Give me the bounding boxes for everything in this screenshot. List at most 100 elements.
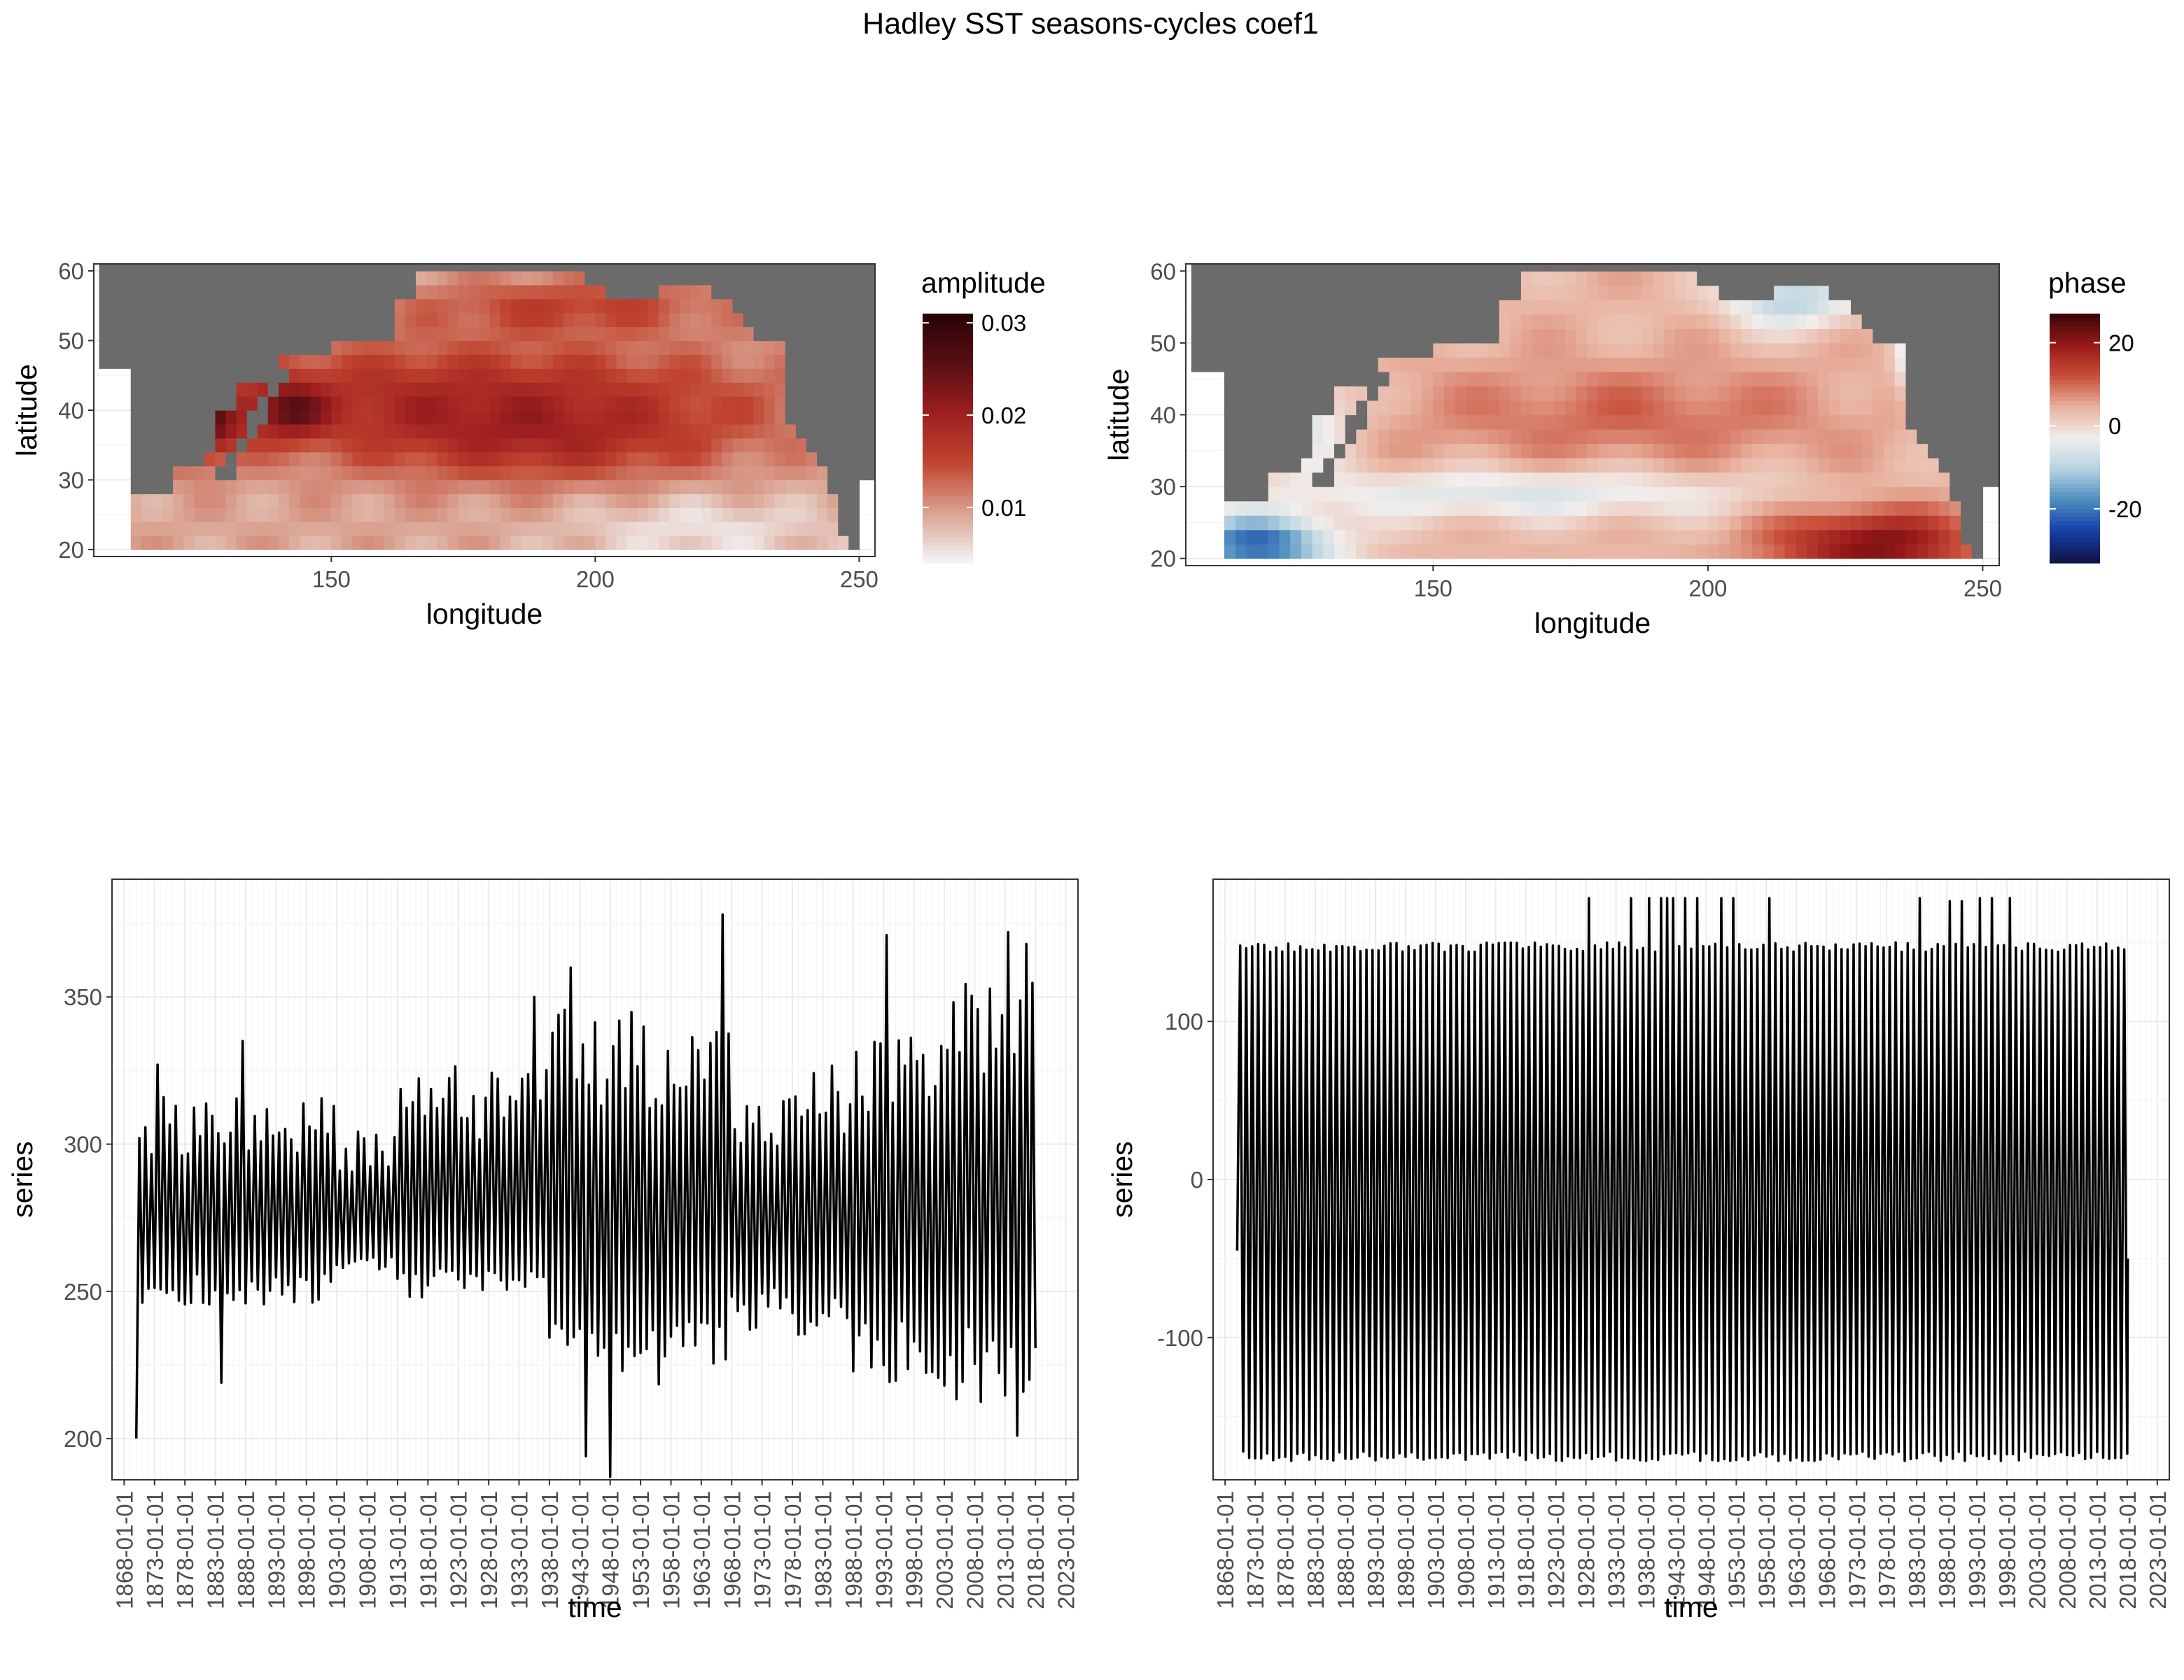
heatmap-cell	[468, 424, 480, 439]
colorbar-segment	[2050, 334, 2100, 340]
heatmap-cell	[162, 396, 174, 411]
heatmap-cell	[215, 438, 227, 453]
heatmap-cell	[1697, 429, 1709, 444]
heatmap-cell	[1543, 357, 1555, 372]
heatmap-cell	[363, 522, 374, 536]
heatmap-cell	[1400, 357, 1412, 372]
heatmap-cell	[838, 264, 849, 272]
heatmap-cell	[531, 522, 543, 536]
heatmap-cell	[1356, 300, 1368, 315]
heatmap-cell	[1312, 386, 1324, 401]
heatmap-cell	[1323, 242, 1334, 257]
heatmap-cell	[1894, 400, 1907, 416]
heatmap-cell	[1949, 400, 1961, 416]
heatmap-cell	[648, 382, 659, 397]
heatmap-cell	[754, 243, 765, 258]
heatmap-cell	[1609, 414, 1620, 430]
heatmap-cell	[806, 396, 818, 411]
colorbar-segment	[2050, 484, 2100, 489]
heatmap-cell	[1620, 271, 1632, 286]
heatmap-cell	[701, 522, 712, 536]
heatmap-cell	[321, 507, 332, 522]
heatmap-cell	[1543, 414, 1555, 430]
heatmap-cell	[384, 410, 396, 425]
heatmap-cell	[426, 243, 438, 258]
heatmap-cell	[300, 451, 311, 467]
heatmap-cell	[447, 312, 458, 328]
heatmap-cell	[1740, 529, 1753, 545]
heatmap-cell	[109, 270, 121, 286]
heatmap-cell	[616, 451, 628, 467]
colorbar-segment	[923, 363, 973, 369]
heatmap-cell	[1795, 515, 1807, 531]
heatmap-cell	[1905, 544, 1917, 559]
heatmap-cell	[151, 326, 163, 342]
heatmap-cell	[753, 354, 765, 369]
heatmap-cell	[1576, 271, 1588, 286]
heatmap-cell	[648, 536, 659, 550]
heatmap-cell	[1268, 544, 1280, 559]
colorbar-segment	[2050, 529, 2100, 535]
heatmap-cell	[1520, 500, 1533, 516]
heatmap-cell	[574, 396, 585, 411]
heatmap-cell	[1927, 371, 1940, 387]
heatmap-cell	[447, 522, 458, 536]
y-tick-label: 60	[58, 258, 84, 284]
heatmap-cell	[1455, 529, 1467, 545]
colorbar-segment	[923, 338, 973, 344]
heatmap-cell	[173, 507, 184, 522]
heatmap-cell	[437, 354, 448, 369]
heatmap-cell	[373, 438, 385, 453]
heatmap-cell	[521, 410, 533, 425]
heatmap-cell	[405, 326, 416, 342]
heatmap-cell	[300, 424, 311, 439]
heatmap-cell	[257, 410, 269, 425]
y-axis-title: series	[1106, 1141, 1138, 1217]
heatmap-cell	[289, 424, 300, 439]
heatmap-cell	[1466, 328, 1478, 344]
heatmap-cell	[225, 264, 237, 272]
heatmap-cell	[1828, 400, 1840, 416]
heatmap-cell	[1994, 300, 1999, 315]
heatmap-cell	[173, 382, 184, 397]
heatmap-cell	[415, 465, 427, 481]
heatmap-cell	[437, 326, 448, 342]
heatmap-cell	[1938, 285, 1950, 300]
heatmap-cell	[426, 368, 438, 383]
heatmap-cell	[764, 298, 776, 314]
heatmap-cell	[521, 465, 533, 481]
heatmap-cell	[1884, 357, 1896, 372]
heatmap-cell	[1872, 242, 1884, 257]
heatmap-cell	[1576, 357, 1588, 372]
heatmap-cell	[1433, 242, 1444, 257]
heatmap-cell	[1587, 544, 1599, 559]
heatmap-cell	[1620, 371, 1632, 387]
heatmap-cell	[616, 264, 628, 272]
heatmap-cell	[246, 493, 258, 508]
heatmap-cell	[510, 396, 522, 411]
heatmap-cell	[173, 264, 184, 272]
heatmap-cell	[1444, 544, 1456, 559]
series-line	[134, 913, 1037, 1478]
heatmap-cell	[468, 479, 480, 495]
heatmap-cell	[648, 368, 659, 383]
heatmap-cell	[1290, 342, 1302, 358]
heatmap-cell	[331, 270, 343, 286]
heatmap-cell	[1982, 314, 1994, 329]
heatmap-cell	[120, 298, 132, 314]
heatmap-cell	[130, 326, 142, 342]
heatmap-cell	[859, 326, 871, 342]
heatmap-cell	[1389, 544, 1401, 559]
heatmap-cell	[1862, 242, 1873, 257]
heatmap-cell	[827, 493, 839, 508]
heatmap-cell	[658, 368, 670, 383]
heatmap-cell	[236, 507, 248, 522]
heatmap-cell	[1499, 285, 1511, 300]
heatmap-cell	[1224, 371, 1236, 387]
heatmap-cell	[1466, 285, 1478, 300]
heatmap-cell	[1851, 529, 1863, 545]
heatmap-cell	[1520, 472, 1533, 487]
heatmap-cell	[795, 438, 807, 453]
heatmap-cell	[1356, 357, 1368, 372]
heatmap-cell	[1774, 300, 1786, 315]
